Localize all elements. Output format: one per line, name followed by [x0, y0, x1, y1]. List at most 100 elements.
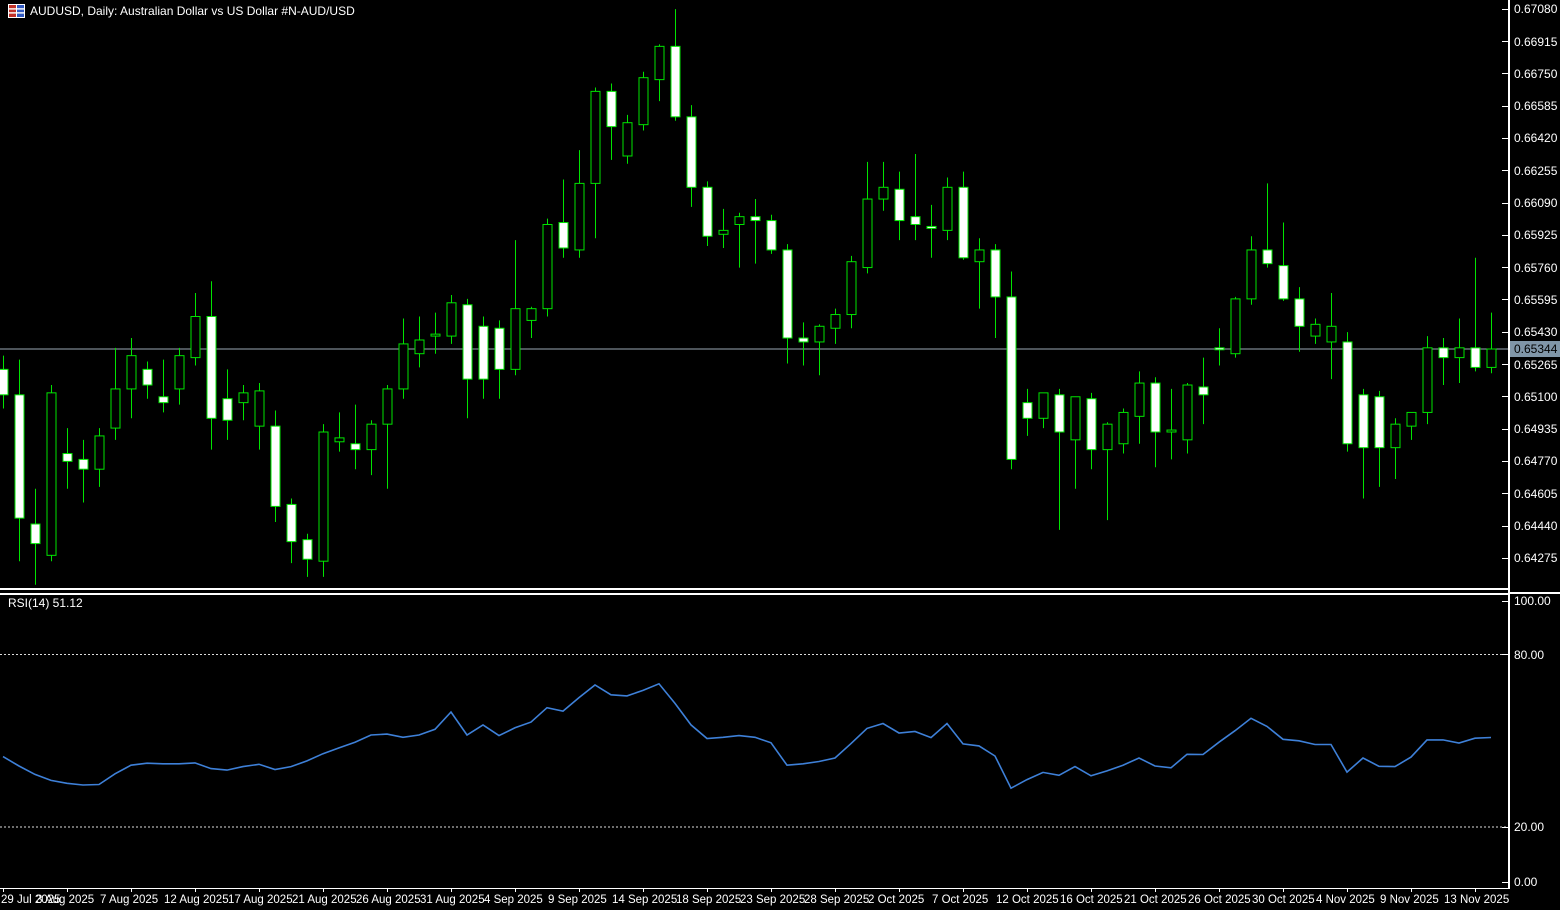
bear-candle-body: [62, 453, 73, 462]
price-tick: [1502, 396, 1509, 398]
price-axis-label: 0.66255: [1514, 163, 1558, 178]
bull-candle-body: [238, 392, 249, 404]
main-price-chart[interactable]: [0, 0, 1508, 588]
date-label: 12 Aug 2025: [164, 894, 229, 906]
date-label: 7 Oct 2025: [932, 894, 989, 906]
bull-candle-body: [942, 186, 953, 231]
bull-candle-body: [1390, 423, 1401, 449]
price-axis-label: 0.66585: [1514, 99, 1558, 114]
bear-candle-body: [494, 327, 505, 370]
bear-candle-body: [1086, 398, 1097, 451]
price-tick: [1502, 234, 1509, 236]
bull-candle-body: [510, 308, 521, 370]
bull-candle-body: [1422, 347, 1433, 413]
bear-candle-body: [1342, 341, 1353, 445]
bull-candle-body: [254, 390, 265, 427]
date-label: 21 Aug 2025: [292, 894, 357, 906]
price-tick: [1502, 299, 1509, 301]
date-label: 18 Sep 2025: [676, 894, 742, 906]
panel-separator-bottom[interactable]: [0, 593, 1508, 595]
price-tick: [1502, 73, 1509, 75]
bull-candle-body: [1118, 411, 1129, 445]
date-label: 13 Nov 2025: [1444, 894, 1510, 906]
bear-candle-body: [1150, 382, 1161, 433]
bull-candle-body: [94, 435, 105, 470]
bear-candle-body: [14, 394, 25, 519]
chart-title: AUDUSD, Daily: Australian Dollar vs US D…: [30, 4, 355, 18]
date-tick: [67, 888, 68, 892]
price-axis-label: 0.64440: [1514, 519, 1558, 533]
price-axis-border: [1508, 0, 1510, 888]
price-tick: [1502, 460, 1509, 462]
price-tick: [1502, 8, 1509, 10]
rsi-axis-label: 80.00: [1514, 647, 1545, 662]
bear-candle-body: [78, 458, 89, 470]
bear-candle-body: [670, 45, 681, 118]
current-price-badge: 0.65344: [1510, 341, 1560, 357]
bear-candle-body: [1358, 394, 1369, 449]
price-axis-label: 0.65595: [1514, 292, 1558, 307]
bear-candle-body: [462, 304, 473, 380]
date-tick: [643, 888, 644, 892]
bear-candle-body: [142, 368, 153, 386]
price-tick: [1502, 428, 1509, 430]
date-tick: [195, 888, 196, 892]
bull-candle-body: [366, 423, 377, 451]
bear-candle-body: [1262, 249, 1273, 265]
price-tick: [1502, 525, 1509, 527]
date-tick: [1219, 888, 1220, 892]
bear-candle-body: [222, 398, 233, 421]
price-axis-label: 0.64605: [1514, 486, 1558, 501]
bull-candle-body: [382, 388, 393, 425]
bull-candle-body: [846, 261, 857, 316]
rsi-indicator-panel[interactable]: [0, 594, 1508, 888]
date-label: 9 Nov 2025: [1380, 894, 1439, 906]
bear-candle-body: [1006, 296, 1017, 460]
panel-separator-axis: [1508, 592, 1560, 594]
date-tick: [1347, 888, 1348, 892]
bear-candle-body: [270, 425, 281, 507]
price-tick: [1502, 267, 1509, 269]
bull-candle-body: [1182, 384, 1193, 441]
bear-candle-body: [302, 539, 313, 560]
date-tick: [1283, 888, 1284, 892]
bear-candle-body: [926, 225, 937, 229]
date-tick: [963, 888, 964, 892]
bear-candle-body: [1294, 298, 1305, 327]
bull-candle-body: [974, 249, 985, 263]
bull-candle-body: [430, 333, 441, 337]
bear-candle-body: [478, 325, 489, 380]
bear-candle-body: [1438, 347, 1449, 359]
bear-candle-body: [702, 186, 713, 237]
date-tick: [1411, 888, 1412, 892]
date-tick: [771, 888, 772, 892]
date-label: 23 Sep 2025: [740, 894, 806, 906]
date-tick: [451, 888, 452, 892]
bear-candle-body: [0, 368, 9, 396]
bull-candle-body: [1310, 323, 1321, 337]
price-axis-label: 0.66420: [1514, 131, 1558, 146]
date-tick: [3, 888, 4, 892]
date-tick: [899, 888, 900, 892]
bull-candle-body: [814, 325, 825, 343]
price-tick: [1502, 170, 1509, 172]
price-axis-label: 0.66750: [1514, 66, 1558, 81]
rsi-axis-label: 20.00: [1514, 820, 1545, 834]
date-label: 4 Sep 2025: [484, 894, 543, 906]
bear-candle-body: [782, 249, 793, 339]
bear-candle-body: [158, 396, 169, 404]
bear-candle-body: [750, 216, 761, 222]
price-axis-label: 0.64275: [1514, 551, 1558, 566]
bull-candle-body: [590, 90, 601, 184]
date-tick: [707, 888, 708, 892]
panel-separator-top[interactable]: [0, 588, 1508, 590]
price-axis-label: 0.64770: [1514, 454, 1558, 469]
bull-candle-body: [190, 316, 201, 359]
date-tick: [131, 888, 132, 892]
price-tick: [1502, 364, 1509, 365]
bear-candle-body: [1374, 396, 1385, 449]
bull-candle-body: [46, 392, 57, 556]
bear-candle-body: [894, 188, 905, 222]
date-label: 3 Aug 2025: [36, 894, 95, 906]
bull-candle-body: [1070, 396, 1081, 441]
